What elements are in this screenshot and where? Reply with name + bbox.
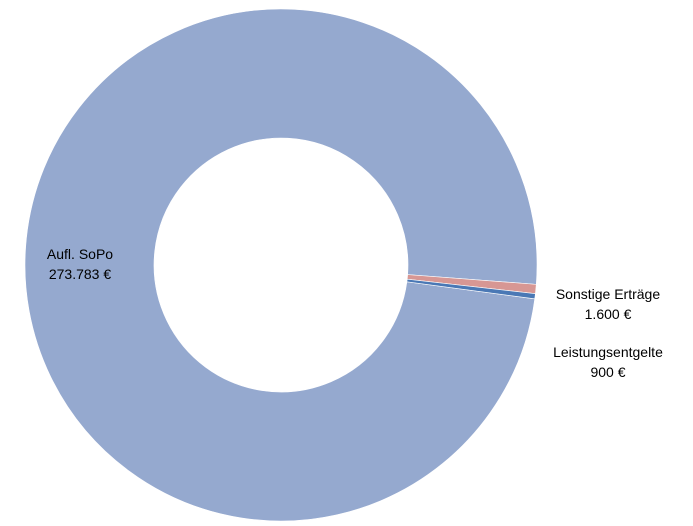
slice-value-aufl-sopo: 273.783 € [48, 266, 112, 282]
slice-category-aufl-sopo: Aufl. SoPo [46, 246, 114, 262]
slice-category-sonstige-ertraege: Sonstige Erträge [555, 286, 661, 302]
donut-slice-leistungsentgelte [406, 278, 536, 300]
slice-value-leistungsentgelte: 900 € [590, 364, 626, 380]
slice-label-sonstige-ertraege: Sonstige Erträge 1.600 € [530, 284, 686, 324]
slice-value-sonstige-ertraege: 1.600 € [584, 306, 632, 322]
slice-category-leistungsentgelte: Leistungsentgelte [553, 344, 663, 360]
donut-slice-aufl-sopo [24, 8, 538, 522]
slice-label-leistungsentgelte: Leistungsentgelte 900 € [526, 342, 690, 382]
slice-label-aufl-sopo: Aufl. SoPo 273.783 € [10, 244, 150, 284]
